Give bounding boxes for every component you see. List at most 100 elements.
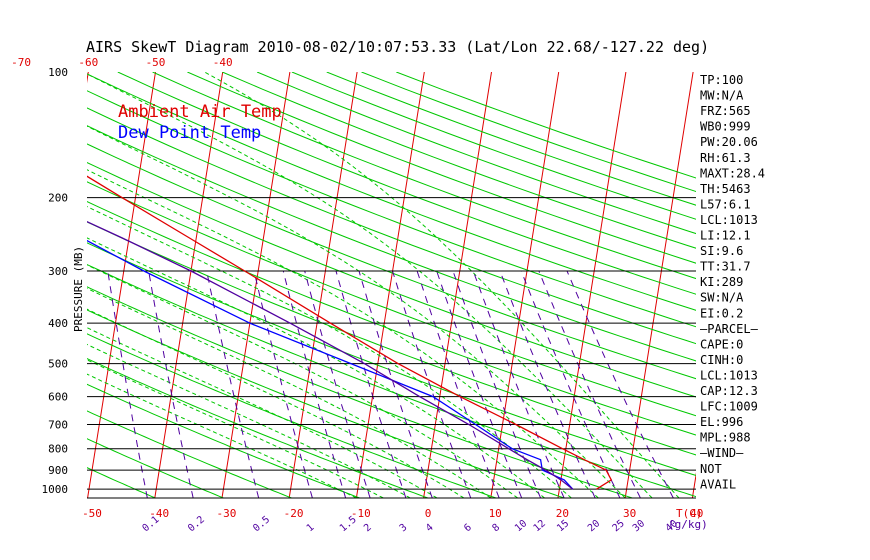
index-item: —WIND— bbox=[700, 446, 744, 460]
moist-adiabat bbox=[87, 359, 384, 498]
legend-dewpoint: Dew Point Temp bbox=[118, 123, 261, 143]
index-item: FRZ:565 bbox=[700, 104, 751, 118]
mixing-ratio-line bbox=[436, 270, 523, 498]
y-tick-label: 600 bbox=[48, 391, 68, 404]
x-tick-label: 0 bbox=[425, 507, 432, 520]
mixing-ratio-line bbox=[282, 270, 347, 498]
index-item: AVAIL bbox=[700, 477, 736, 491]
isotherm bbox=[624, 72, 694, 498]
y-tick-label: 200 bbox=[48, 192, 68, 205]
moist-adiabat bbox=[87, 264, 518, 498]
mixing-ratio-line bbox=[520, 270, 621, 498]
mixing-ratio-label: 6 bbox=[462, 522, 474, 534]
mixing-ratio-label: 2 bbox=[362, 522, 374, 534]
y-tick-label: 100 bbox=[48, 66, 68, 79]
series-line-0 bbox=[87, 175, 613, 490]
index-item: EI:0.2 bbox=[700, 306, 743, 320]
mixing-ratio-line bbox=[107, 270, 148, 498]
mixing-ratio-label: 3 bbox=[398, 522, 410, 534]
index-item: SI:9.6 bbox=[700, 244, 743, 258]
index-item: LFC:1009 bbox=[700, 400, 758, 414]
mixing-ratio-label: 0.2 bbox=[186, 514, 207, 534]
mixing-ratio-label: 15 bbox=[555, 518, 571, 534]
mixing-ratio-label: 12 bbox=[532, 518, 548, 534]
series-line-2 bbox=[87, 221, 574, 490]
dry-adiabat bbox=[152, 72, 696, 280]
index-item: RH:61.3 bbox=[700, 151, 751, 165]
x-tick-label: -30 bbox=[216, 507, 236, 520]
x-top-tick-label: -60 bbox=[78, 56, 98, 69]
index-item: PW:20.06 bbox=[700, 135, 758, 149]
index-item: EL:996 bbox=[700, 415, 743, 429]
x-tick-label: -40 bbox=[149, 507, 169, 520]
moist-adiabat bbox=[87, 287, 492, 498]
mixing-ratio-label: 30 bbox=[631, 518, 647, 534]
mixing-ratio-label: 4 bbox=[424, 522, 436, 534]
mixing-ratio-label: 0.5 bbox=[251, 514, 272, 534]
x-tick-label: 30 bbox=[623, 507, 636, 520]
isotherm bbox=[490, 72, 560, 498]
isotherm bbox=[827, 72, 870, 498]
dry-adiabat bbox=[87, 383, 360, 498]
moist-adiabat bbox=[87, 373, 357, 498]
dry-adiabat bbox=[87, 73, 696, 311]
x-tick-label: -20 bbox=[284, 507, 304, 520]
x-tick-label: 10 bbox=[489, 507, 502, 520]
mixing-ratio-label: 25 bbox=[611, 518, 627, 534]
dry-adiabat bbox=[87, 162, 696, 398]
series-line-1 bbox=[87, 239, 574, 490]
index-item: MPL:988 bbox=[700, 431, 751, 445]
mixing-ratio-line bbox=[358, 270, 433, 498]
mixing-ratio-line bbox=[335, 270, 407, 498]
isotherm bbox=[154, 72, 224, 498]
index-item: LI:12.1 bbox=[700, 229, 751, 243]
y-tick-label: 1000 bbox=[42, 483, 69, 496]
mixing-ratio-lines bbox=[107, 270, 674, 498]
moist-adiabat bbox=[87, 343, 411, 498]
index-item: SW:N/A bbox=[700, 291, 744, 305]
index-item: NOT bbox=[700, 462, 722, 476]
moist-adiabat bbox=[87, 169, 599, 498]
moist-adiabat bbox=[87, 237, 545, 498]
y-tick-label: 400 bbox=[48, 317, 68, 330]
x-tick-label: -50 bbox=[82, 507, 102, 520]
dry-adiabat bbox=[87, 181, 696, 417]
isobar-lines bbox=[87, 197, 696, 499]
legend-ambient: Ambient Air Temp bbox=[118, 102, 282, 122]
dry-adiabat bbox=[87, 438, 224, 498]
mixing-ratio-line bbox=[253, 270, 313, 498]
index-item: CAP:12.3 bbox=[700, 384, 758, 398]
y-axis-label: PRESSURE (MB) bbox=[72, 246, 85, 332]
isotherm bbox=[423, 72, 492, 498]
mixing-ratio-unit: (g/kg) bbox=[668, 518, 708, 531]
y-tick-label: 500 bbox=[48, 358, 68, 371]
x-unit-label: T(C) bbox=[676, 507, 703, 520]
dry-adiabat bbox=[87, 410, 292, 498]
index-item: WB0:999 bbox=[700, 120, 751, 134]
index-item: CAPE:0 bbox=[700, 337, 743, 351]
dry-adiabat bbox=[87, 467, 156, 498]
x-top-tick-label: -50 bbox=[146, 56, 166, 69]
x-tick-label: -10 bbox=[351, 507, 371, 520]
x-top-tick-label: -70 bbox=[11, 56, 31, 69]
dry-adiabat bbox=[326, 72, 696, 206]
dry-adiabat bbox=[87, 309, 565, 498]
dry-adiabat bbox=[87, 125, 696, 362]
index-item: LCL:1013 bbox=[700, 213, 758, 227]
index-item: MAXT:28.4 bbox=[700, 166, 765, 180]
dry-adiabat bbox=[87, 107, 696, 345]
mixing-ratio-line bbox=[538, 270, 641, 498]
mixing-ratio-label: 20 bbox=[586, 518, 602, 534]
isotherm bbox=[87, 72, 156, 498]
y-tick-label: 900 bbox=[48, 464, 68, 477]
y-tick-label: 300 bbox=[48, 265, 68, 278]
index-item: MW:N/A bbox=[700, 89, 744, 103]
moist-adiabat bbox=[87, 308, 465, 498]
index-item: TH:5463 bbox=[700, 182, 751, 196]
moist-adiabat-lines bbox=[87, 72, 680, 498]
mixing-ratio-label: 1 bbox=[305, 522, 317, 534]
index-item: KI:289 bbox=[700, 275, 743, 289]
dry-adiabat bbox=[87, 263, 696, 498]
